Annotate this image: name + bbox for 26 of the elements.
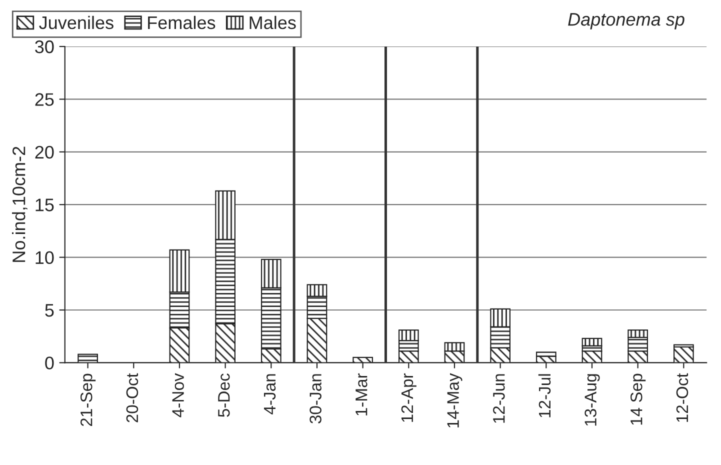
x-tick-label: 12-Jul — [538, 374, 551, 418]
x-tick-label: 14 Sep — [630, 374, 646, 425]
y-tick-label: 5 — [45, 304, 54, 317]
x-tick-label: 4-Jan — [264, 374, 276, 414]
x-tick-label: 21-Sep — [80, 374, 96, 426]
y-tick-label: 30 — [35, 40, 54, 54]
legend-label: Females — [148, 16, 216, 30]
y-tick-label: 25 — [35, 93, 54, 106]
chart-title: Daptonema sp — [568, 13, 684, 30]
x-tick-label: 12-Jun — [492, 374, 505, 423]
x-tick-label: 20-Oct — [126, 373, 138, 422]
x-tick-label: 30-Jan — [310, 374, 322, 424]
y-tick-label: 20 — [35, 146, 54, 159]
legend-label: Juveniles — [39, 16, 114, 30]
x-tick-label: 12-Apr — [401, 373, 416, 422]
x-tick-label: 13-Aug — [584, 374, 600, 426]
y-tick-label: 15 — [36, 198, 54, 212]
y-tick-label: 10 — [36, 251, 54, 264]
x-tick-label: 4-Nov — [172, 373, 184, 418]
y-tick-label: 0 — [45, 356, 54, 370]
y-axis-title: No.ind,10cm-2 — [12, 146, 28, 262]
legend-label: Males — [250, 16, 296, 30]
x-tick-label: 1-Mar — [356, 373, 368, 416]
x-tick-label: 14-May — [447, 373, 462, 428]
x-tick-label: 12-Oct — [676, 373, 688, 422]
x-tick-label: 5-Dec — [218, 374, 230, 417]
